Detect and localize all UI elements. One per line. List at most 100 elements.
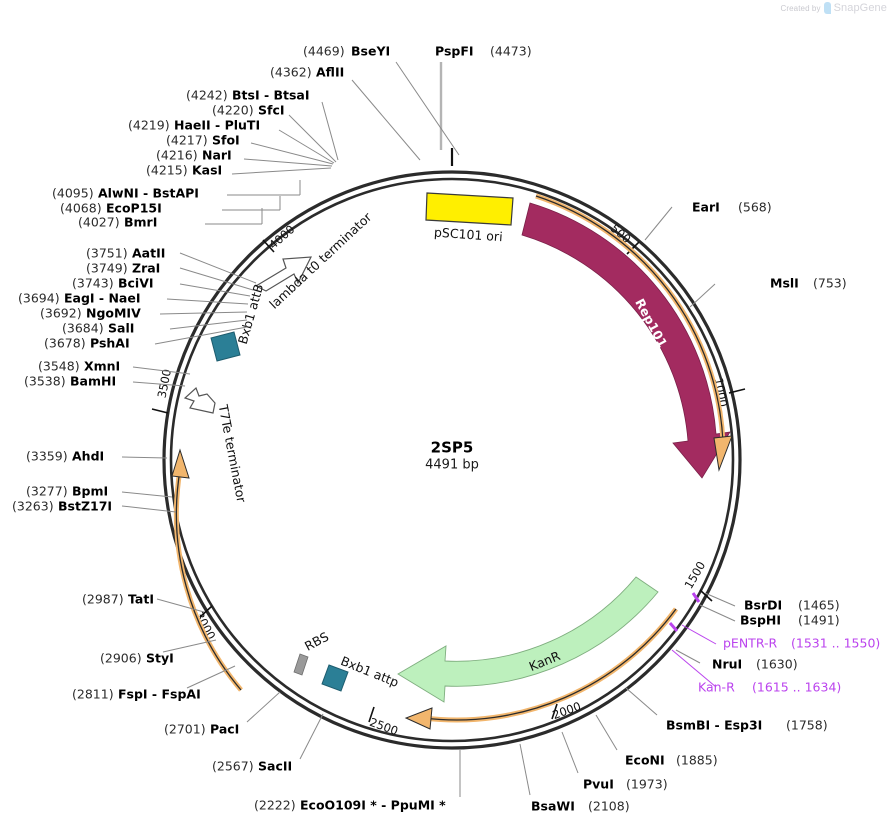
site-name-pshai[interactable]: PshAI [90,336,130,351]
site-pos-eagi: (3694) [18,291,60,306]
rep101-arrow[interactable] [521,202,731,479]
site-name-sacii[interactable]: SacII [258,759,292,774]
site-labels-lower-left[interactable]: (2987) TatI (2906) StyI (2811) FspI - Fs… [72,592,446,813]
site-name-ecop15i[interactable]: EcoP15I [106,201,162,216]
site-name-sali[interactable]: SalI [108,321,134,336]
bxb1-attp-square[interactable] [321,664,349,692]
site-name-ahdi[interactable]: AhdI [72,449,104,464]
site-name-bamhi[interactable]: BamHI [70,374,116,389]
site-name-btsi[interactable]: BtsI - BtsaI [232,88,310,103]
site-name-paci[interactable]: PacI [210,722,239,737]
orf-left-outline [171,448,243,692]
site-pos-styi: (2906) [100,651,142,666]
site-name-msli[interactable]: MslI [770,276,799,291]
site-name-pspfi[interactable]: PspFI [435,44,474,59]
feature-kanr[interactable]: KanR [397,576,659,703]
bxb1-attb-square[interactable] [210,331,241,362]
site-labels-right[interactable]: EarI (568) MslI (753) [692,200,847,291]
primer-name-kan-r[interactable]: Kan-R [698,680,735,695]
site-name-econi[interactable]: EcoNI [625,753,665,768]
snapgene-logo-icon [823,2,831,14]
psc101-ori-block[interactable] [425,192,514,226]
plasmid-length: 4491 bp [425,458,479,473]
site-pos-fspi: (2811) [72,687,114,702]
snapgene-watermark: Created by SnapGene [780,2,887,14]
lambda-t0-label: lambda t0 terminator [266,209,375,312]
feature-lambda-t0-terminator[interactable]: lambda t0 terminator [254,209,375,312]
site-pos-paci: (2701) [164,722,206,737]
site-pos-pshai: (3678) [44,336,86,351]
site-pos-bsrdi: (1465) [798,598,840,613]
orf-rep101-outline [535,193,733,472]
site-pos-aflii: (4362) [270,65,312,80]
backbone-outer-circle [162,170,742,750]
site-name-alwni[interactable]: AlwNI - BstAPI [98,186,199,201]
site-name-kasi[interactable]: KasI [192,163,222,178]
feature-t7te-terminator[interactable]: T7Te terminator [183,386,249,504]
primer-range-kan-r: (1615 .. 1634) [752,680,841,695]
site-name-eagi[interactable]: EagI - NaeI [64,291,141,306]
site-name-ecoo109i[interactable]: EcoO109I * - PpuMI * [300,798,446,813]
tick-label-3500: 3500 [155,368,174,399]
leader-lines [121,61,736,797]
site-pos-kasi: (4215) [146,163,188,178]
site-pos-econi: (1885) [676,753,718,768]
site-name-bstz17i[interactable]: BstZ17I [58,499,112,514]
site-pos-pspfi: (4473) [490,44,532,59]
site-name-bsrdi[interactable]: BsrDI [744,598,782,613]
site-pos-bcivi: (3743) [72,276,114,291]
site-name-haeii[interactable]: HaeII - PluTI [174,118,260,133]
site-pos-sacii: (2567) [212,759,254,774]
site-name-ngomiv[interactable]: NgoMIV [86,306,141,321]
site-pos-bsphi: (1491) [798,613,840,628]
primer-name-pentr-r[interactable]: pENTR-R [723,636,778,651]
site-name-nari[interactable]: NarI [202,148,232,163]
site-pos-ecoo109i: (2222) [254,798,296,813]
site-labels-left[interactable]: (3751) AatII (3749) ZraI (3743) BciVI (3… [12,246,165,514]
site-name-tati[interactable]: TatI [128,592,154,607]
site-name-bsmbi[interactable]: BsmBI - Esp3I [666,718,762,733]
plasmid-backbone[interactable] [162,170,742,750]
site-pos-ahdi: (3359) [26,449,68,464]
site-name-bcivi[interactable]: BciVI [118,276,154,291]
site-name-styi[interactable]: StyI [146,651,174,666]
site-labels-lower-right[interactable]: BsrDI (1465) BspHI (1491) pENTR-R (1531 … [531,598,880,814]
site-pos-pvui: (1973) [626,777,668,792]
rbs-bar[interactable] [293,653,309,676]
site-pos-zrai: (3749) [86,261,128,276]
site-name-xmni[interactable]: XmnI [84,359,120,374]
site-name-bsawi[interactable]: BsaWI [531,799,575,814]
t7te-arrow-icon [183,386,216,414]
feature-psc101-ori[interactable]: pSC101 ori [425,192,514,244]
site-name-sfoi[interactable]: SfoI [212,133,240,148]
primer-range-pentr-r: (1531 .. 1550) [791,636,880,651]
site-name-bseyi[interactable]: BseYI [351,44,390,59]
site-pos-sali: (3684) [62,321,104,336]
site-pos-bsmbi: (1758) [786,718,828,733]
feature-bxb1-attp[interactable]: Bxb1 attp [321,653,401,692]
site-pos-sfci: (4220) [212,103,254,118]
site-name-bpmi[interactable]: BpmI [72,484,108,499]
site-name-pvui[interactable]: PvuI [583,777,614,792]
site-name-zrai[interactable]: ZraI [132,261,160,276]
feature-rbs[interactable]: RBS [293,629,331,676]
site-name-bmri[interactable]: BmrI [124,215,157,230]
site-labels-upper-left[interactable]: (4242) BtsI - BtsaI (4220) SfcI (4219) H… [52,88,310,230]
site-name-sfci[interactable]: SfcI [258,103,285,118]
watermark-made-by: Created by [780,3,821,13]
plasmid-center-title: 2SP5 4491 bp [425,439,479,473]
site-name-eari[interactable]: EarI [692,200,720,215]
site-name-aatii[interactable]: AatII [132,246,165,261]
site-name-bsphi[interactable]: BspHI [740,613,781,628]
site-name-nrui[interactable]: NruI [712,657,742,672]
site-pos-ecop15i: (4068) [60,201,102,216]
site-name-aflii[interactable]: AflII [316,65,344,80]
site-name-fspi[interactable]: FspI - FspAI [118,687,201,702]
site-labels-top[interactable]: (4469) BseYI PspFI (4473) (4362) AflII [270,44,532,80]
tick-label-4000: 4000 [266,222,297,252]
kanr-arrow[interactable] [397,576,659,703]
site-pos-ngomiv: (3692) [40,306,82,321]
t7te-label: T7Te terminator [215,402,249,504]
site-pos-aatii: (3751) [86,246,128,261]
